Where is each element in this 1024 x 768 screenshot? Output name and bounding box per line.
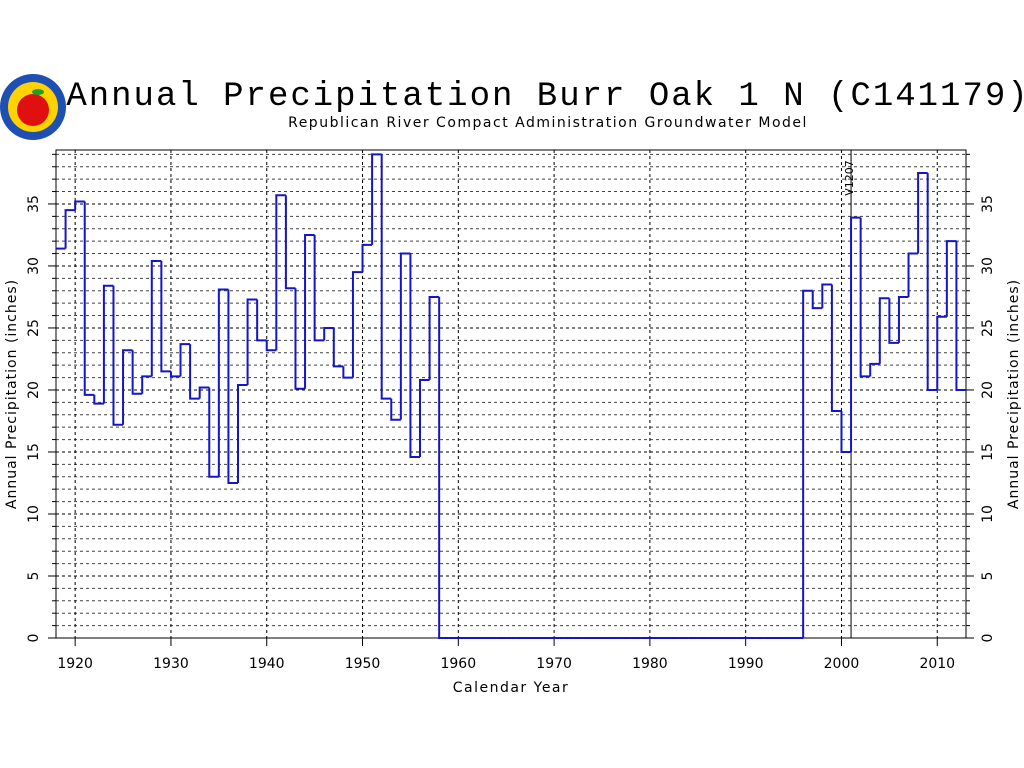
- step-segment: [208, 387, 219, 478]
- y2-tick-label: 30: [980, 257, 996, 275]
- step-segment: [351, 271, 363, 378]
- step-segment: [859, 217, 871, 378]
- step-segment: [284, 195, 296, 290]
- step-segment: [198, 386, 210, 399]
- y-tick-label: 30: [26, 257, 42, 275]
- y-tick-label: 25: [26, 319, 42, 337]
- step-segment: [917, 171, 928, 254]
- step-segment: [141, 375, 152, 394]
- y-tick-label: 35: [26, 195, 42, 213]
- step-segment: [160, 260, 171, 373]
- step-segment: [83, 201, 95, 396]
- step-segment: [169, 371, 181, 378]
- step-segment: [189, 344, 200, 400]
- step-segment: [811, 290, 823, 310]
- step-segment: [840, 411, 852, 453]
- y2-tick-label: 35: [980, 195, 996, 213]
- x-tick-label: 2010: [919, 656, 955, 672]
- step-segment: [390, 398, 401, 421]
- y-axis-label: Annual Precipitation (inches): [4, 279, 20, 509]
- step-segment: [936, 315, 947, 390]
- step-segment: [93, 394, 104, 405]
- x-tick-label: 1930: [153, 656, 189, 672]
- step-segment: [419, 379, 430, 457]
- step-segment: [256, 299, 267, 342]
- x-tick-label: 1970: [536, 656, 572, 672]
- y-tick-label: 15: [26, 443, 42, 461]
- step-segment: [275, 194, 286, 351]
- step-segment: [246, 298, 258, 386]
- x-tick-label: 1960: [440, 656, 476, 672]
- y2-tick-label: 10: [980, 505, 996, 523]
- step-segment: [897, 295, 909, 343]
- step-segment: [850, 216, 861, 452]
- y-tick-label: 5: [26, 572, 42, 581]
- step-segment: [878, 297, 890, 364]
- step-segment: [888, 298, 899, 344]
- y2-axis-label: Annual Precipitation (inches): [1006, 279, 1022, 509]
- step-segment: [380, 154, 392, 400]
- x-axis-label: Calendar Year: [453, 680, 570, 696]
- x-tick-label: 1980: [632, 656, 668, 672]
- y2-tick-label: 20: [980, 381, 996, 399]
- annotation-text: V1207: [843, 160, 856, 196]
- step-segment: [122, 349, 133, 425]
- step-segment: [294, 288, 306, 390]
- step-segment: [237, 384, 248, 483]
- step-segment: [399, 252, 411, 420]
- step-segment: [112, 285, 124, 426]
- chart-title: Annual Precipitation Burr Oak 1 N (C1411…: [66, 78, 1024, 116]
- step-segment: [926, 172, 938, 391]
- step-segment: [64, 209, 76, 249]
- step-segment: [438, 296, 449, 639]
- y2-tick-label: 5: [980, 572, 996, 581]
- step-segment: [830, 284, 842, 413]
- step-segment: [323, 326, 334, 341]
- x-tick-label: 1950: [345, 656, 381, 672]
- x-tick-label: 1990: [728, 656, 764, 672]
- x-tick-label: 1940: [249, 656, 285, 672]
- step-segment: [150, 259, 162, 377]
- step-segment: [361, 243, 373, 273]
- chart-subtitle: Republican River Compact Administration …: [288, 115, 808, 131]
- step-segment: [869, 362, 880, 377]
- step-segment: [131, 350, 143, 395]
- y2-tick-label: 0: [980, 634, 996, 643]
- step-segment: [342, 366, 353, 379]
- y2-tick-label: 25: [980, 319, 996, 337]
- step-segment: [802, 289, 813, 638]
- step-segment: [821, 283, 832, 309]
- step-segment: [371, 153, 382, 245]
- step-segment: [409, 253, 420, 458]
- step-segment: [945, 240, 957, 317]
- step-segment: [217, 288, 229, 477]
- step-segment: [74, 200, 85, 211]
- logo: [0, 74, 66, 140]
- step-segment: [428, 295, 440, 381]
- plot-frame: [55, 149, 967, 639]
- x-tick-label: 2000: [824, 656, 860, 672]
- step-segment: [955, 241, 966, 391]
- x-tick-label: 1920: [57, 656, 93, 672]
- y2-tick-label: 15: [980, 443, 996, 461]
- step-segment: [313, 234, 325, 342]
- y-tick-label: 20: [26, 381, 42, 399]
- step-segment: [907, 252, 919, 297]
- step-segment: [265, 340, 277, 352]
- y-tick-label: 0: [26, 634, 42, 643]
- y-tick-label: 10: [26, 505, 42, 523]
- step-segment: [332, 327, 344, 368]
- step-segment: [304, 233, 315, 389]
- step-segment: [102, 284, 114, 404]
- step-segment: [179, 343, 191, 377]
- step-segment: [227, 289, 238, 484]
